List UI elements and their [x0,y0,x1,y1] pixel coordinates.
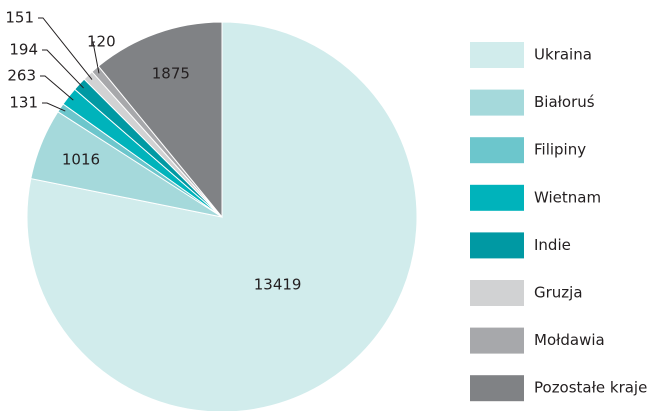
legend-label: Ukraina [534,46,592,64]
legend-label: Wietnam [534,188,601,206]
slice-label: 131 [9,94,38,112]
slice-label: 120 [87,33,116,51]
legend-label: Mołdawia [534,331,605,349]
legend-swatch [470,42,524,68]
legend-swatch [470,184,524,211]
legend-label: Gruzja [534,284,583,302]
legend-swatch [470,232,524,259]
legend-swatch [470,137,524,164]
slice-label: 151 [5,9,34,27]
leader-line [42,102,66,112]
slice-label: 13419 [254,275,302,293]
pie-slice [97,21,223,219]
legend-swatch [470,327,524,354]
leader-line [38,17,93,80]
legend-swatch [470,280,524,306]
legend-label: Pozostałe kraje [534,379,647,397]
slice-label: 1875 [152,64,190,82]
legend-label: Filipiny [534,141,586,159]
pie-slice [26,21,418,411]
legend-label: Indie [534,236,571,254]
slice-label: 1016 [62,150,100,168]
leader-line [92,41,100,74]
legend-label: Białoruś [534,93,595,111]
legend-swatch [470,375,524,402]
slice-label: 194 [9,41,38,59]
leader-line [42,49,84,89]
leader-line [40,75,74,101]
legend-swatch [470,89,524,116]
slice-label: 263 [7,67,36,85]
